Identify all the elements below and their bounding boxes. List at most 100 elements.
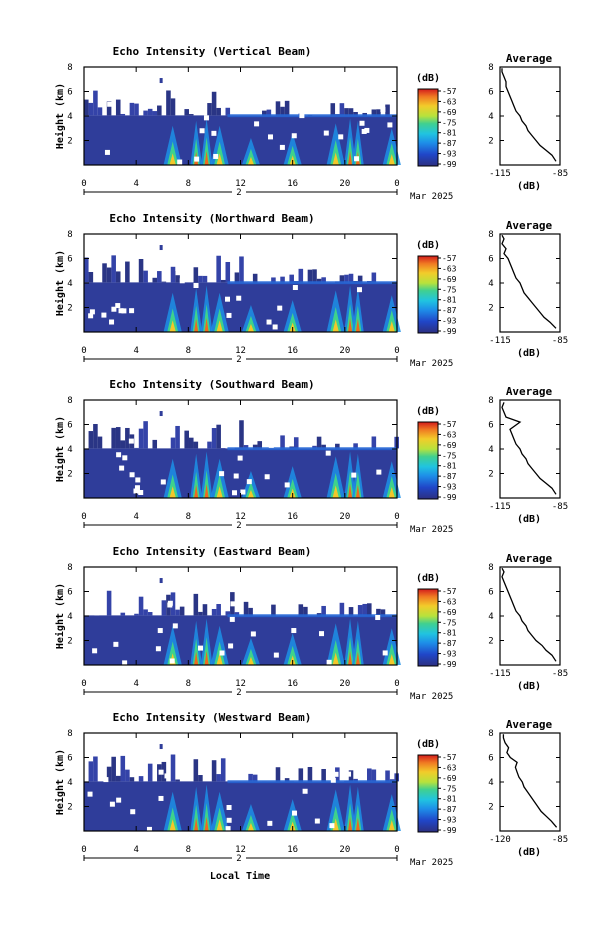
heatmap-fringe-cell bbox=[216, 774, 221, 781]
heatmap-fringe-cell bbox=[312, 269, 317, 282]
heatmap-gap bbox=[88, 792, 93, 797]
heatmap-fringe-cell bbox=[294, 437, 299, 448]
heatmap-fringe-cell bbox=[143, 111, 148, 116]
colorbar-tick-label: -69 bbox=[442, 108, 457, 117]
heatmap-gap bbox=[354, 156, 359, 161]
panel-title: Echo Intensity (Northward Beam) bbox=[109, 212, 314, 225]
average-x-tick-label: -85 bbox=[552, 502, 568, 512]
heatmap-fringe-cell bbox=[184, 109, 189, 115]
y-tick-label: 6 bbox=[67, 255, 72, 265]
heatmap-fringe-cell bbox=[239, 420, 244, 448]
heatmap-fringe-cell bbox=[84, 258, 89, 283]
y-tick-label: 8 bbox=[67, 729, 72, 739]
average-y-tick-label: 2 bbox=[488, 137, 493, 147]
heatmap-fringe-cell bbox=[367, 603, 372, 615]
y-tick-label: 4 bbox=[67, 778, 72, 788]
heatmap-fringe-cell bbox=[116, 427, 121, 448]
heatmap-gap bbox=[116, 452, 121, 457]
heatmap-fringe-cell bbox=[299, 768, 304, 781]
x-tick-label: 16 bbox=[287, 346, 298, 356]
panel-title: Echo Intensity (Eastward Beam) bbox=[113, 545, 312, 558]
heatmap-fringe-cell bbox=[98, 107, 103, 115]
average-panel-frame bbox=[500, 400, 560, 498]
heatmap-gap bbox=[130, 472, 135, 477]
heatmap-gap bbox=[101, 313, 106, 318]
x-tick-label: 8 bbox=[186, 845, 191, 855]
heatmap-fringe-cell bbox=[157, 106, 162, 116]
heatmap-gap bbox=[259, 272, 264, 277]
heatmap-gap bbox=[200, 128, 205, 133]
heatmap-gap bbox=[92, 648, 97, 653]
x-tick-label: 0 bbox=[81, 179, 86, 189]
heatmap-fringe-cell bbox=[130, 103, 135, 116]
average-y-tick-label: 6 bbox=[488, 421, 493, 431]
heatmap-gap bbox=[225, 297, 230, 302]
heatmap-fringe-cell bbox=[143, 421, 148, 448]
colorbar-tick-label: -69 bbox=[442, 608, 457, 617]
average-x-axis-label: (dB) bbox=[517, 348, 541, 359]
x-tick-label: 16 bbox=[287, 679, 298, 689]
heatmap-fringe-cell bbox=[125, 428, 130, 448]
heatmap-gap bbox=[303, 789, 308, 794]
shared-time-axis-label: Local Time bbox=[210, 870, 270, 882]
y-tick-label: 8 bbox=[67, 230, 72, 240]
average-y-tick-label: 4 bbox=[488, 112, 493, 122]
average-x-axis-label: (dB) bbox=[517, 847, 541, 858]
y-tick-label: 2 bbox=[67, 304, 72, 314]
heatmap-fringe-cell bbox=[308, 767, 313, 781]
heatmap-fringe-cell bbox=[130, 777, 135, 781]
heatmap-gap bbox=[285, 482, 290, 487]
x-tick-label: 20 bbox=[339, 512, 350, 522]
x-tick-label: 0 bbox=[394, 512, 399, 522]
x-tick-label: 8 bbox=[186, 179, 191, 189]
colorbar-tick-label: -63 bbox=[442, 264, 457, 273]
heatmap-gap bbox=[88, 313, 93, 318]
average-x-tick-label: -85 bbox=[552, 169, 568, 179]
heatmap-gap bbox=[329, 823, 334, 828]
heatmap-fringe-cell bbox=[116, 271, 121, 282]
colorbar-tick-label: -87 bbox=[442, 472, 457, 481]
heatmap-fringe-cell bbox=[116, 776, 121, 782]
heatmap-gap bbox=[232, 490, 237, 495]
heatmap-fringe-cell bbox=[308, 270, 313, 283]
heatmap-gap bbox=[115, 303, 120, 308]
y-tick-label: 2 bbox=[67, 637, 72, 647]
heatmap-fringe-cell bbox=[139, 429, 144, 449]
heatmap-fringe-cell bbox=[212, 609, 217, 615]
heatmap-fringe-cell bbox=[221, 280, 226, 282]
heatmap-gap bbox=[387, 122, 392, 127]
heatmap-fringe-cell bbox=[134, 104, 139, 116]
heatmap-fringe-cell bbox=[166, 90, 171, 115]
colorbar-tick-label: -93 bbox=[442, 317, 457, 326]
average-x-tick-label: -120 bbox=[489, 835, 511, 845]
y-tick-label: 8 bbox=[67, 563, 72, 573]
heatmap-fringe-cell bbox=[175, 610, 180, 616]
heatmap-fringe-cell bbox=[89, 272, 94, 282]
heatmap-fringe-cell bbox=[221, 758, 226, 781]
heatmap-fringe-cell bbox=[171, 755, 176, 782]
colorbar-tick-label: -87 bbox=[442, 639, 457, 648]
heatmap-gap bbox=[226, 313, 231, 318]
heatmap-fringe-cell bbox=[162, 282, 167, 283]
x-tick-label: 0 bbox=[81, 679, 86, 689]
heatmap-gap bbox=[274, 653, 279, 658]
heatmap-gap bbox=[176, 270, 181, 275]
y-tick-label: 4 bbox=[67, 612, 72, 622]
heatmap-gap bbox=[161, 479, 166, 484]
heatmap-fringe-cell bbox=[212, 760, 217, 781]
heatmap-layer-edge bbox=[227, 114, 397, 117]
y-tick-label: 4 bbox=[67, 445, 72, 455]
colorbar-tick-label: -75 bbox=[442, 784, 457, 793]
beam-panel-0: Echo Intensity (Vertical Beam)2468Height… bbox=[54, 45, 568, 202]
heatmap-gap bbox=[240, 490, 245, 495]
heatmap-layer-edge bbox=[227, 281, 397, 284]
average-x-tick-label: -115 bbox=[489, 502, 511, 512]
heatmap-field bbox=[84, 245, 401, 332]
beam-panel-4: Echo Intensity (Westward Beam)2468Height… bbox=[54, 711, 568, 868]
y-tick-label: 2 bbox=[67, 137, 72, 147]
date-label: Mar 2025 bbox=[410, 525, 453, 535]
heatmap-gap bbox=[156, 646, 161, 651]
heatmap-gap bbox=[292, 133, 297, 138]
heatmap-gap bbox=[265, 474, 270, 479]
average-x-tick-label: -115 bbox=[489, 336, 511, 346]
